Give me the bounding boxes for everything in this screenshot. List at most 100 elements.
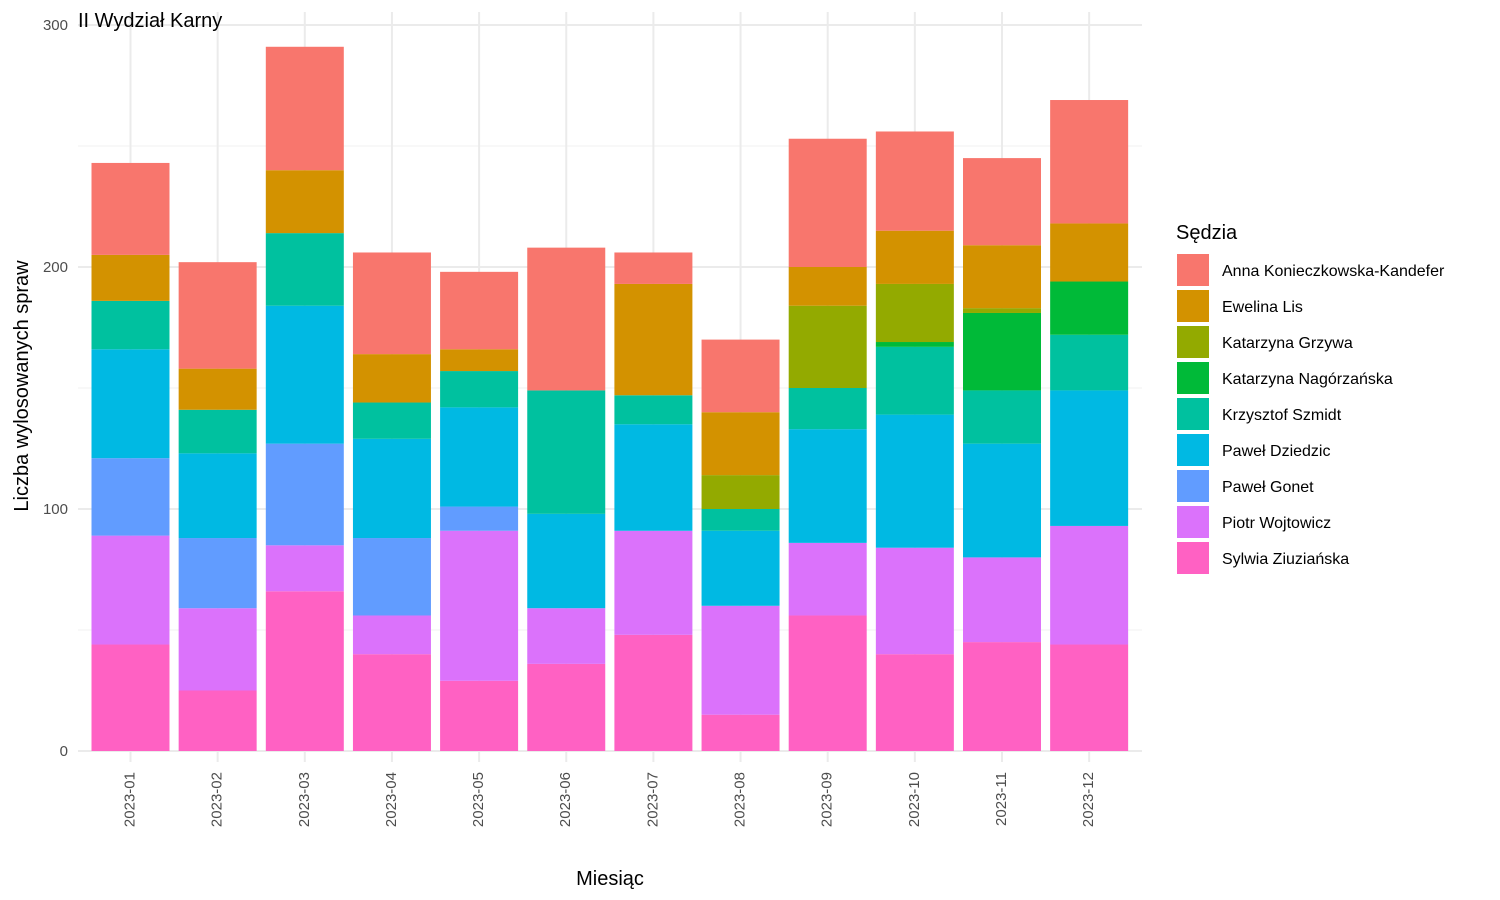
bar-segment xyxy=(352,252,431,355)
legend-label: Paweł Gonet xyxy=(1222,479,1314,496)
legend-swatch xyxy=(1177,542,1209,574)
bars-layer xyxy=(91,46,1129,751)
x-tick-label: 2023-05 xyxy=(470,772,487,827)
legend-items: Anna Konieczkowska-Kandefer Ewelina Lis Ka… xyxy=(1177,254,1445,574)
bar-segment xyxy=(875,131,954,231)
legend: Sędzia Anna Konieczkowska-Kandefer Ewelin… xyxy=(1176,222,1445,574)
bar-segment xyxy=(788,542,867,616)
bar-segment xyxy=(527,247,606,391)
bar-segment xyxy=(91,535,170,645)
x-tick-label: 2023-04 xyxy=(383,772,400,827)
bar-segment xyxy=(527,513,606,609)
legend-title: Sędzia xyxy=(1176,222,1238,244)
legend-label: Krzysztof Szmidt xyxy=(1222,407,1342,424)
bar-segment xyxy=(875,342,954,347)
x-tick-label: 2023-12 xyxy=(1080,772,1097,827)
legend-swatch xyxy=(1177,506,1209,538)
legend-swatch xyxy=(1177,470,1209,502)
bar-segment xyxy=(788,429,867,543)
bar-segment xyxy=(91,644,170,751)
bar-segment xyxy=(91,300,170,350)
bar-segment xyxy=(265,443,344,546)
bar-segment xyxy=(701,605,780,715)
bar-segment xyxy=(701,509,780,531)
legend-label: Sylwia Ziuziańska xyxy=(1222,551,1349,568)
bar-segment xyxy=(178,690,257,751)
bar-segment xyxy=(963,245,1041,309)
bar-segment xyxy=(352,354,431,403)
bar-segment xyxy=(701,714,780,751)
bar-segment xyxy=(614,395,693,425)
legend-swatch xyxy=(1177,434,1209,466)
bar-segment xyxy=(701,475,780,509)
bar-segment xyxy=(352,654,431,751)
bar-segment xyxy=(178,538,257,609)
bar-segment xyxy=(963,158,1041,246)
legend-swatch xyxy=(1177,290,1209,322)
bar-segment xyxy=(1050,100,1129,224)
legend-swatch xyxy=(1177,254,1209,286)
bar-segment xyxy=(875,346,954,415)
x-axis-title: Miesiąc xyxy=(576,868,644,890)
bar-segment xyxy=(440,506,519,531)
bar-segment xyxy=(963,308,1041,313)
x-tick-label: 2023-07 xyxy=(644,772,661,827)
bar-segment xyxy=(265,591,344,751)
legend-label: Katarzyna Grzywa xyxy=(1222,335,1353,352)
axis-layer: 0 100 200 300 2023-01 2023-02 2023-03 2023-04 20… xyxy=(43,17,1097,827)
bar-segment xyxy=(1050,525,1129,645)
bar-segment xyxy=(527,390,606,514)
x-tick-label: 2023-01 xyxy=(121,772,138,827)
bar-segment xyxy=(178,368,257,410)
bar-segment xyxy=(91,162,170,255)
bar-segment xyxy=(440,407,519,507)
bar-segment xyxy=(178,608,257,691)
legend-label: Katarzyna Nagórzańska xyxy=(1222,371,1393,388)
bar-segment xyxy=(788,388,867,430)
legend-swatch xyxy=(1177,398,1209,430)
bar-segment xyxy=(265,233,344,306)
legend-label: Anna Konieczkowska-Kandefer xyxy=(1222,263,1445,280)
bar-segment xyxy=(701,339,780,413)
bar-segment xyxy=(614,634,693,751)
bar-segment xyxy=(614,283,693,396)
bar-segment xyxy=(527,608,606,664)
bar-segment xyxy=(265,170,344,234)
y-axis-title: Liczba wylosowanych spraw xyxy=(11,260,33,512)
bar-segment xyxy=(91,254,170,301)
legend-label: Piotr Wojtowicz xyxy=(1222,515,1331,532)
bar-segment xyxy=(963,557,1041,643)
bar-segment xyxy=(91,349,170,459)
bar-segment xyxy=(1050,390,1129,526)
bar-segment xyxy=(1050,644,1129,751)
bar-segment xyxy=(614,424,693,531)
legend-label: Ewelina Lis xyxy=(1222,299,1303,316)
legend-swatch xyxy=(1177,326,1209,358)
chart-title: II Wydział Karny xyxy=(78,10,222,32)
bar-segment xyxy=(178,453,257,539)
bar-segment xyxy=(963,642,1041,751)
bar-segment xyxy=(788,267,867,306)
bar-segment xyxy=(875,414,954,548)
bar-segment xyxy=(875,230,954,284)
x-tick-label: 2023-08 xyxy=(732,772,749,827)
bar-segment xyxy=(1050,334,1129,391)
bar-segment xyxy=(963,390,1041,444)
x-tick-label: 2023-10 xyxy=(906,772,923,827)
bar-segment xyxy=(1050,281,1129,335)
x-tick-label: 2023-03 xyxy=(296,772,313,827)
x-tick-label: 2023-11 xyxy=(993,772,1010,826)
bar-segment xyxy=(701,412,780,476)
bar-segment xyxy=(788,138,867,267)
bar-segment xyxy=(352,538,431,616)
bar-segment xyxy=(352,615,431,655)
bar-segment xyxy=(352,402,431,439)
bar-segment xyxy=(1050,223,1129,282)
bar-segment xyxy=(178,409,257,454)
bar-segment xyxy=(614,530,693,635)
bar-segment xyxy=(440,680,519,751)
y-tick-label: 0 xyxy=(60,743,68,760)
bar-segment xyxy=(963,312,1041,391)
